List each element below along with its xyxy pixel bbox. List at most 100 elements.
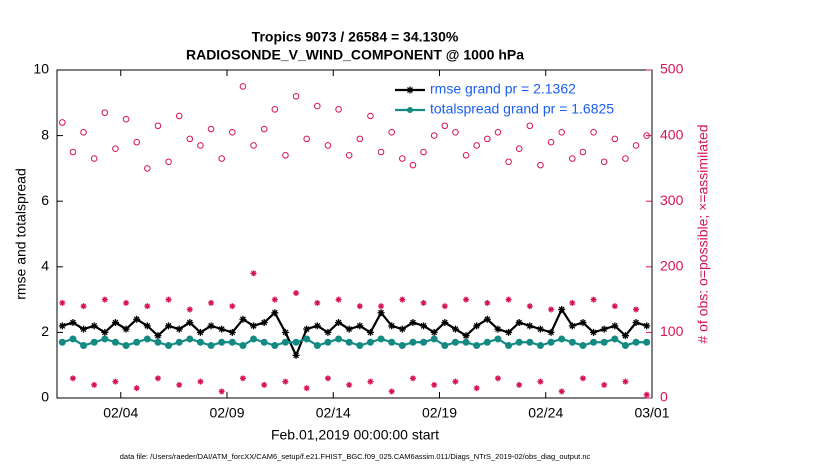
point-marker <box>441 342 449 350</box>
point-marker <box>101 328 109 336</box>
x-tick-label: 02/19 <box>422 405 457 421</box>
point-marker <box>473 342 481 350</box>
point-marker <box>303 325 311 333</box>
point-marker <box>165 158 172 166</box>
point-marker <box>366 338 374 346</box>
x-tick-label: 02/24 <box>528 405 563 421</box>
point-marker <box>441 303 448 310</box>
point-marker <box>144 165 151 172</box>
point-marker <box>356 135 364 143</box>
point-marker <box>611 135 619 143</box>
point-marker <box>165 342 173 350</box>
point-marker <box>133 315 141 323</box>
point-marker <box>505 342 513 350</box>
point-marker <box>409 375 416 382</box>
point-marker <box>228 338 236 346</box>
point-marker <box>600 325 608 333</box>
point-marker <box>90 322 98 330</box>
point-marker <box>377 309 385 317</box>
footnote: data file: /Users/raeder/DAI/ATM_forcXX/… <box>120 452 591 461</box>
point-marker <box>484 135 491 143</box>
point-marker <box>80 303 87 310</box>
point-marker <box>494 375 501 382</box>
y2-tick-label: 400 <box>660 126 684 142</box>
y-tick-label: 6 <box>41 192 49 208</box>
point-marker <box>451 338 459 346</box>
point-marker <box>324 142 332 149</box>
point-marker <box>526 122 534 130</box>
point-marker <box>207 125 215 133</box>
x-tick-label: 02/09 <box>209 405 244 421</box>
point-marker <box>218 388 225 395</box>
point-marker <box>473 385 480 392</box>
point-marker <box>611 335 619 343</box>
point-marker <box>356 342 364 350</box>
point-marker <box>314 102 321 110</box>
point-marker <box>154 338 162 346</box>
point-marker <box>441 122 449 130</box>
point-marker <box>558 129 565 136</box>
y-axis-label: rmse and totalspread <box>13 168 29 300</box>
point-marker <box>303 135 310 143</box>
point-marker <box>101 296 108 303</box>
point-marker <box>409 319 417 327</box>
point-marker <box>547 328 555 336</box>
point-marker <box>643 391 650 398</box>
point-marker <box>133 385 140 392</box>
point-marker <box>282 378 289 385</box>
point-marker <box>90 155 98 162</box>
point-marker <box>590 338 598 346</box>
point-marker <box>547 338 555 346</box>
point-marker <box>568 322 576 330</box>
point-marker <box>165 322 173 330</box>
legend-marker <box>406 86 414 94</box>
point-marker <box>207 322 215 330</box>
point-marker <box>633 306 640 313</box>
point-marker <box>335 106 342 113</box>
point-marker <box>90 338 98 346</box>
point-marker <box>611 322 619 330</box>
point-marker <box>196 328 204 336</box>
point-marker <box>282 151 289 159</box>
point-marker <box>69 335 77 343</box>
series <box>59 270 650 398</box>
point-marker <box>165 296 172 303</box>
point-marker <box>569 155 576 162</box>
point-marker <box>643 322 651 330</box>
point-marker <box>420 322 428 330</box>
point-marker <box>632 338 640 346</box>
point-marker <box>430 328 438 336</box>
point-marker <box>229 129 236 136</box>
point-marker <box>505 296 512 303</box>
point-marker <box>356 322 364 330</box>
point-marker <box>186 319 194 327</box>
point-marker <box>494 325 502 333</box>
y2-tick-label: 100 <box>660 323 684 339</box>
point-marker <box>143 322 151 330</box>
point-marker <box>430 335 438 343</box>
point-marker <box>452 378 459 385</box>
point-marker <box>229 303 236 310</box>
point-marker <box>186 135 194 143</box>
point-marker <box>271 106 279 113</box>
point-marker <box>622 155 629 162</box>
point-marker <box>420 299 427 306</box>
point-marker <box>218 155 225 162</box>
point-marker <box>388 322 396 330</box>
point-marker <box>293 290 300 297</box>
point-marker <box>335 319 343 327</box>
point-marker <box>59 119 66 126</box>
point-marker <box>80 129 87 136</box>
point-marker <box>515 319 523 327</box>
point-marker <box>218 338 226 346</box>
point-marker <box>462 151 470 159</box>
point-marker <box>260 319 268 327</box>
y2-axis-label: # of obs: o=possible; ×=assimilated <box>695 124 711 343</box>
point-marker <box>176 381 183 388</box>
point-marker <box>367 378 374 385</box>
point-marker <box>420 148 427 156</box>
point-marker <box>377 148 385 156</box>
point-marker <box>175 325 183 333</box>
point-marker <box>483 315 491 323</box>
